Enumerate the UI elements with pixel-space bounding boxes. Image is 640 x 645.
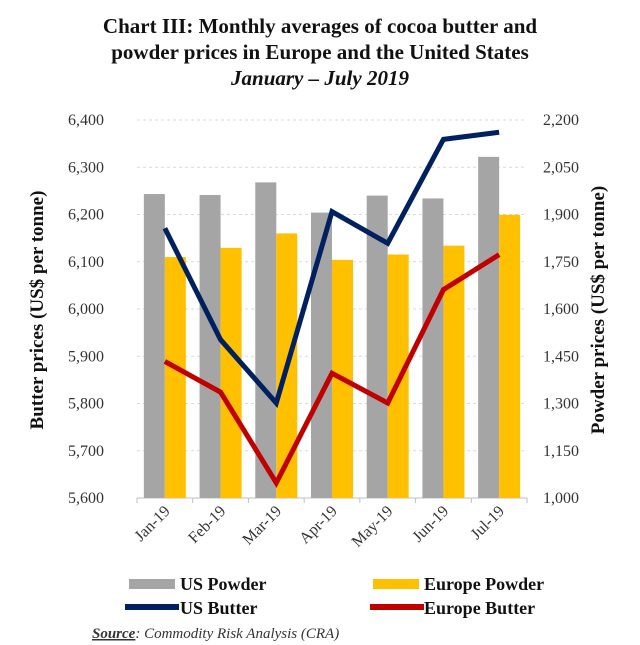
chart-subtitle: January – July 2019 <box>230 66 409 90</box>
right-tick-label: 1,750 <box>543 254 579 271</box>
x-tick-label: Jun-19 <box>409 503 452 546</box>
bar-us-powder <box>143 194 165 498</box>
legend: US Powder Europe Powder US Butter Europe… <box>125 574 544 618</box>
legend-swatch-europe-powder <box>373 579 419 589</box>
chart-title-line-2: powder prices in Europe and the United S… <box>111 40 529 64</box>
source-text: : Commodity Risk Analysis (CRA) <box>135 626 339 642</box>
x-tick-label: Jan-19 <box>132 503 174 545</box>
legend-swatch-europe-butter <box>370 604 424 610</box>
bar-us-powder <box>478 156 500 499</box>
left-tick-label: 6,200 <box>68 207 104 224</box>
left-tick-label: 5,900 <box>68 348 104 365</box>
right-tick-label: 1,300 <box>543 396 579 413</box>
legend-label-us-butter: US Butter <box>180 598 258 618</box>
legend-label-europe-butter: Europe Butter <box>424 598 535 618</box>
left-tick-label: 5,600 <box>68 490 104 507</box>
right-tick-label: 1,900 <box>543 207 579 224</box>
bar-europe-powder <box>443 245 465 498</box>
left-tick-label: 6,000 <box>68 301 104 318</box>
bar-europe-powder <box>220 247 242 498</box>
right-tick-label: 2,200 <box>543 112 579 129</box>
x-tick-label: Apr-19 <box>296 503 340 547</box>
bar-us-powder <box>366 195 388 498</box>
right-tick-label: 1,600 <box>543 301 579 318</box>
legend-label-europe-powder: Europe Powder <box>424 574 544 594</box>
x-tick-label: Jul-19 <box>468 503 508 543</box>
lines <box>162 129 501 488</box>
left-axis-title: Butter prices (US$ per tonne) <box>27 191 48 430</box>
bar-europe-powder <box>164 257 186 498</box>
bar-us-powder <box>199 194 221 498</box>
left-tick-label: 5,800 <box>68 396 104 413</box>
left-tick-label: 5,700 <box>68 443 104 460</box>
source-label: Source <box>92 626 136 642</box>
bars <box>143 156 521 499</box>
bar-us-powder <box>422 198 444 498</box>
x-tick-label: Mar-19 <box>239 503 285 549</box>
x-tick-label: Feb-19 <box>185 503 229 547</box>
bar-europe-powder <box>499 214 521 498</box>
right-tick-label: 2,050 <box>543 159 579 176</box>
x-tick-label: May-19 <box>349 503 397 551</box>
line-europe-butter <box>163 252 501 488</box>
legend-label-us-powder: US Powder <box>180 574 267 594</box>
source-note: Source: Commodity Risk Analysis (CRA) <box>92 626 339 642</box>
right-axis-title: Powder prices (US$ per tonne) <box>588 186 609 434</box>
legend-swatch-us-powder <box>129 579 175 589</box>
line-us-butter <box>162 129 500 409</box>
right-tick-label: 1,150 <box>543 443 579 460</box>
right-tick-label: 1,000 <box>543 490 579 507</box>
chart-title-line-1: Chart III: Monthly averages of cocoa but… <box>103 14 537 38</box>
left-tick-label: 6,300 <box>68 159 104 176</box>
left-tick-label: 6,400 <box>68 112 104 129</box>
bar-us-powder <box>311 212 332 499</box>
left-tick-label: 6,100 <box>68 254 104 271</box>
legend-swatch-us-butter <box>125 604 179 610</box>
bar-us-powder <box>255 182 277 498</box>
right-tick-label: 1,450 <box>543 348 579 365</box>
